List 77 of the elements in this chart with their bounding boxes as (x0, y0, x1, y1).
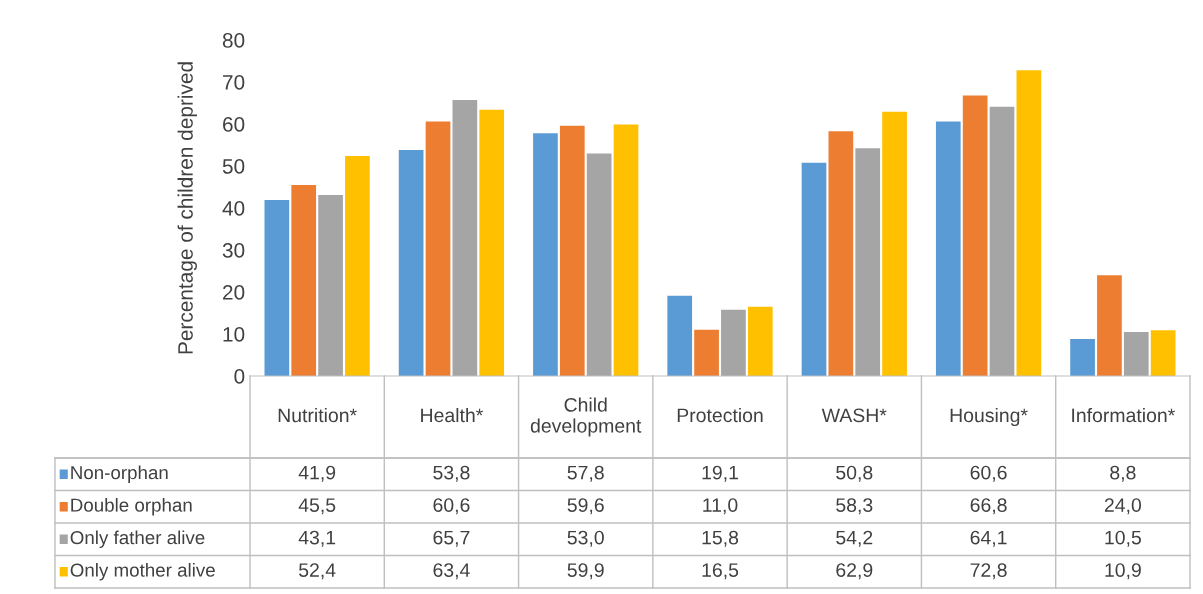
y-axis-title: Percentage of children deprived (177, 62, 197, 354)
x-tick-label: Protection (677, 407, 763, 423)
y-tick-label: 50 (222, 159, 245, 174)
bar (1150, 330, 1176, 376)
data-label: 64,1 (970, 530, 1007, 547)
data-label: 66,8 (970, 498, 1007, 515)
y-tick-label: 20 (223, 285, 245, 300)
legend-label: Double orphan (71, 498, 192, 516)
x-tick-label: WASH* (821, 408, 887, 423)
data-label: 53,0 (567, 530, 604, 547)
bar (667, 295, 693, 376)
bar (1123, 331, 1149, 376)
bar (398, 150, 424, 376)
data-label: 72,8 (970, 563, 1007, 580)
data-label: 24,0 (1104, 498, 1142, 515)
y-tick-label: 40 (222, 201, 245, 216)
data-label: 57,8 (567, 465, 604, 482)
bar (882, 111, 907, 376)
data-label: 10,5 (1105, 530, 1141, 547)
data-label: 59,6 (567, 498, 604, 515)
bar (264, 200, 290, 376)
x-tick-label: Housing* (950, 407, 1028, 427)
bar (962, 95, 988, 376)
bar (452, 100, 478, 376)
data-label: 52,4 (299, 563, 336, 580)
data-label: 41,9 (298, 465, 336, 482)
bar (694, 329, 719, 376)
y-tick-label: 10 (223, 327, 245, 342)
data-label: 19,1 (702, 465, 738, 482)
bar (291, 184, 317, 376)
data-label: 16,5 (702, 563, 739, 580)
data-label: 53,8 (433, 465, 470, 482)
data-label: 8,8 (1110, 465, 1136, 482)
bar (1070, 339, 1095, 376)
bar (747, 306, 773, 376)
data-label: 59,9 (567, 563, 604, 580)
data-label: 63,4 (433, 563, 470, 580)
bar (935, 121, 961, 376)
data-label: 15,8 (702, 530, 739, 547)
y-tick-label: 0 (234, 369, 245, 384)
data-label: 62,9 (836, 563, 873, 580)
bar (479, 109, 505, 376)
y-tick-label: 30 (222, 243, 245, 258)
legend-label: Only father alive (70, 530, 205, 548)
y-tick-label: 70 (223, 75, 245, 90)
bar (345, 155, 370, 376)
data-label: 54,2 (836, 530, 873, 547)
bar (721, 309, 746, 376)
legend-label: Non-orphan (71, 465, 168, 483)
bar (533, 133, 558, 376)
legend-label: Only mother alive (70, 563, 215, 581)
bar (855, 148, 881, 376)
bar (559, 125, 585, 376)
bar (989, 106, 1015, 376)
bar (586, 153, 612, 376)
data-label: 10,9 (1105, 563, 1141, 580)
data-label: 60,6 (970, 465, 1007, 482)
bar (1016, 70, 1042, 376)
bar (1097, 275, 1122, 376)
bar (828, 131, 854, 376)
y-tick-label: 60 (223, 117, 245, 132)
data-label: 65,7 (433, 530, 470, 547)
data-label: 50,8 (836, 465, 873, 482)
bar (318, 194, 343, 376)
x-tick-label: Information* (1072, 407, 1175, 423)
x-tick-label: Health* (421, 407, 484, 423)
y-tick-label: 80 (222, 33, 245, 48)
data-label: 60,6 (433, 498, 470, 515)
data-label: 11,0 (703, 498, 738, 515)
data-label: 58,3 (836, 498, 873, 515)
data-label: 43,1 (298, 530, 336, 547)
bar (801, 162, 827, 376)
x-tick-label: Nutrition* (278, 407, 357, 423)
data-label: 45,5 (298, 498, 336, 515)
bar (425, 121, 451, 376)
x-tick-label: Child development (530, 397, 642, 437)
bar (613, 124, 639, 376)
